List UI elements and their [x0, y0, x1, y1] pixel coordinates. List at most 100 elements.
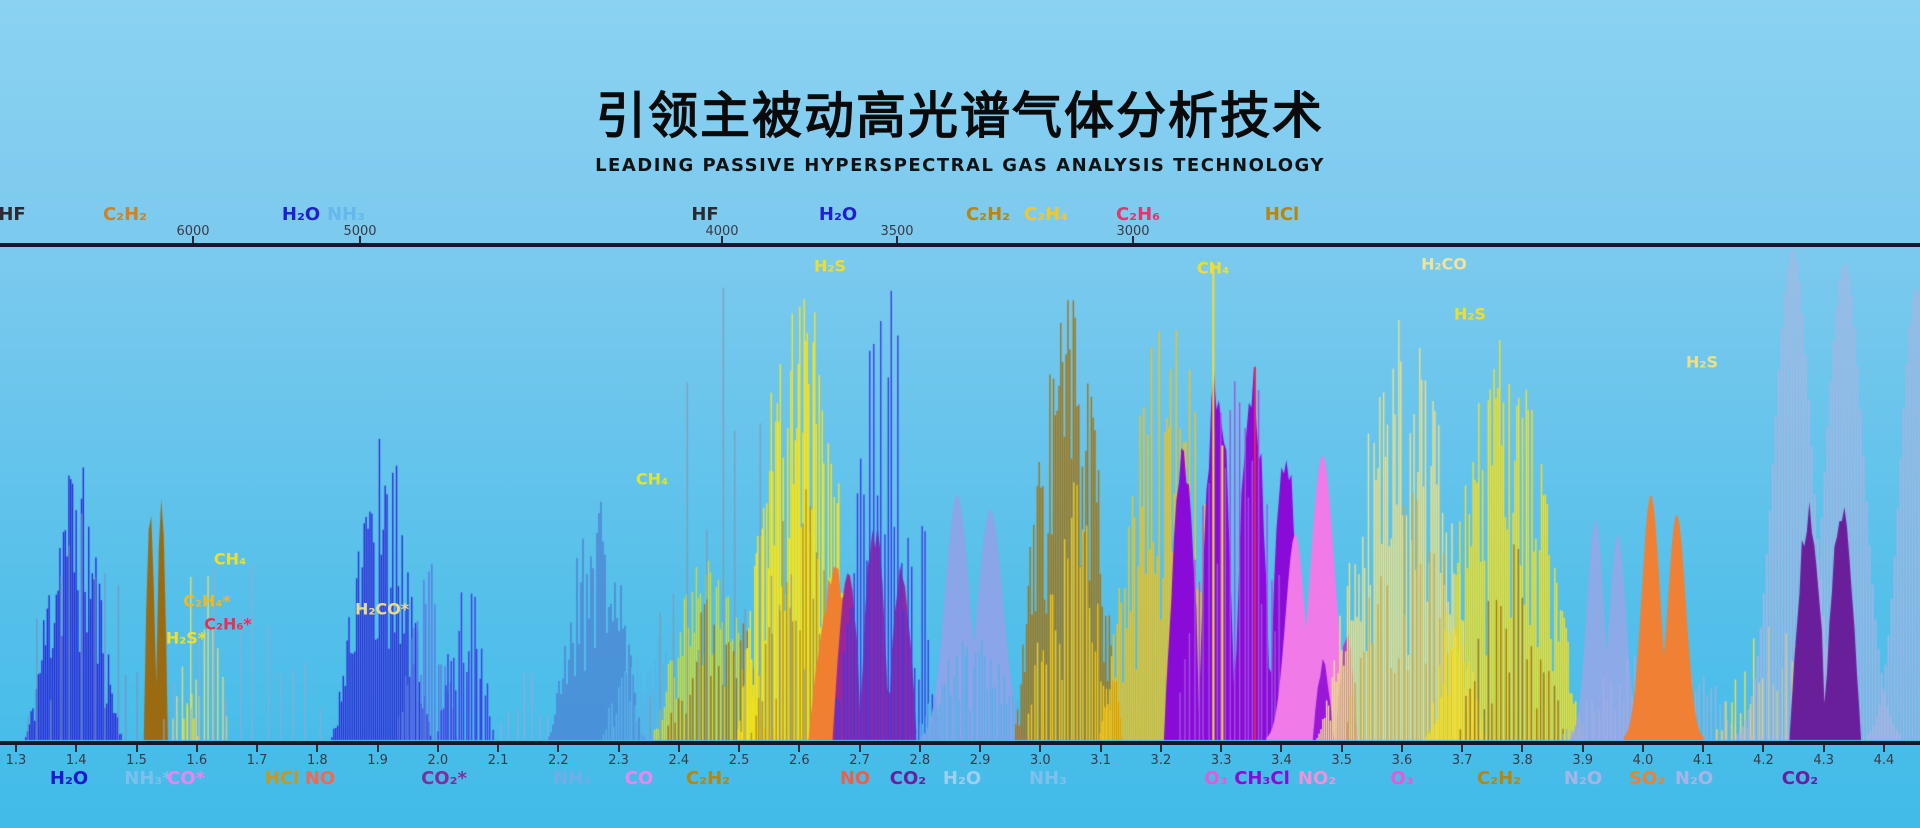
bottom-gas-label-nh3: NH₃ [1028, 768, 1068, 789]
top-gas-label-nh3: NH₃ [326, 204, 366, 225]
bottom-axis-tickmark [497, 745, 500, 752]
inline-gas-label-h2co: H₂CO* [354, 599, 410, 619]
bottom-axis-tickmark [376, 745, 379, 752]
bottom-gas-label-no2: NO₂ [1297, 768, 1337, 789]
bottom-axis-tick-label-2.2: 2.2 [547, 753, 569, 768]
bottom-gas-label-co: CO* [167, 768, 205, 789]
bottom-gas-label-so2: SO₂ [1628, 768, 1666, 789]
top-gas-label-c2h2: C₂H₂ [102, 204, 148, 225]
bottom-axis-tick-label-3.0: 3.0 [1030, 753, 1051, 768]
bottom-axis-tick-label-2.8: 2.8 [909, 753, 931, 768]
bottom-gas-label-c2h2: C₂H₂ [1476, 768, 1522, 789]
bottom-gas-label-hcl: HCl [264, 768, 300, 789]
bottom-axis-tickmark [1702, 745, 1705, 752]
page-subtitle: LEADING PASSIVE HYPERSPECTRAL GAS ANALYS… [595, 155, 1325, 176]
bottom-gas-label-co: CO [624, 768, 654, 789]
bottom-gas-label-c2h2: C₂H₂ [685, 768, 731, 789]
top-gas-label-c2h4: C₂H₄ [1023, 204, 1069, 225]
bottom-axis-tick-label-4.1: 4.1 [1692, 753, 1714, 768]
bottom-axis-tick-label-4.3: 4.3 [1813, 753, 1835, 768]
bottom-gas-label-nh3: NH₃ [552, 768, 592, 789]
top-axis-tickmark [896, 236, 898, 243]
top-gas-label-h2o: H₂O [281, 204, 321, 225]
bottom-axis-tickmark [135, 745, 138, 752]
bottom-axis-tickmark [1521, 745, 1524, 752]
bottom-gas-label-h2o: H₂O [49, 768, 89, 789]
top-axis-line [0, 243, 1920, 247]
bottom-axis-tickmark [1039, 745, 1042, 752]
bottom-axis-tick-label-1.5: 1.5 [126, 753, 147, 768]
top-gas-label-c2h6: C₂H₆ [1115, 204, 1161, 225]
bottom-axis-tick-label-4.0: 4.0 [1632, 753, 1654, 768]
page-title: 引领主被动高光谱气体分析技术 [596, 87, 1324, 145]
bottom-axis-tick-label-2.3: 2.3 [608, 753, 629, 768]
bottom-axis-tickmark [1461, 745, 1464, 752]
bottom-axis-tickmark [1882, 745, 1885, 752]
inline-gas-label-ch4: CH₄ [1196, 258, 1230, 278]
bottom-gas-label-h2o: H₂O [942, 768, 982, 789]
bottom-axis-tickmark [918, 745, 921, 752]
top-axis-tickmark [192, 236, 194, 243]
bottom-axis-tick-label-4.4: 4.4 [1873, 753, 1895, 768]
bottom-axis-tickmark [979, 745, 982, 752]
bottom-axis-tickmark [1340, 745, 1343, 752]
inline-gas-label-h2co: H₂CO [1421, 254, 1467, 274]
bottom-axis-tickmark [1822, 745, 1825, 752]
top-gas-label-hf: HF [0, 204, 26, 225]
top-gas-label-h2o: H₂O [818, 204, 858, 225]
inline-gas-label-h2s: H₂S* [165, 628, 207, 648]
inline-gas-label-h2s: H₂S [1686, 352, 1718, 372]
bottom-gas-label-o3: O₃ [1390, 768, 1414, 789]
bottom-axis-tick-label-3.8: 3.8 [1512, 753, 1533, 768]
bottom-axis-tick-label-3.3: 3.3 [1210, 753, 1232, 768]
bottom-axis-tickmark [798, 745, 801, 752]
bottom-axis-tickmark [1641, 745, 1644, 752]
bottom-axis-tick-label-2.9: 2.9 [969, 753, 991, 768]
bottom-axis-tickmark [1099, 745, 1102, 752]
bottom-axis-tickmark [1762, 745, 1765, 752]
inline-gas-label-c2h6: C₂H₆* [204, 614, 252, 634]
bottom-axis-tickmark [1220, 745, 1223, 752]
bottom-gas-label-n2o: N₂O [1563, 768, 1603, 789]
bottom-axis-tick-label-4.2: 4.2 [1753, 753, 1774, 768]
bottom-axis-tick-label-2.1: 2.1 [487, 753, 509, 768]
bottom-axis-line [0, 741, 1920, 745]
bottom-gas-label-co2: CO₂ [1781, 768, 1819, 789]
bottom-axis-tickmark [617, 745, 620, 752]
bottom-gas-label-nh3: NH₃* [124, 768, 172, 789]
bottom-gas-label-co2: CO₂ [889, 768, 927, 789]
top-gas-label-hf: HF [691, 204, 719, 225]
top-axis-tick-label-3000: 3000 [1116, 224, 1150, 239]
bottom-axis-tickmark [436, 745, 439, 752]
bottom-axis-tick-label-2.4: 2.4 [668, 753, 690, 768]
bottom-axis-tickmark [256, 745, 259, 752]
top-axis-tickmark [1132, 236, 1134, 243]
inline-gas-label-h2s: H₂S [814, 256, 846, 276]
bottom-axis-tick-label-2.6: 2.6 [789, 753, 810, 768]
top-axis-tickmark [359, 236, 361, 243]
bottom-axis-tickmark [1581, 745, 1584, 752]
bottom-gas-label-n2o: N₂O [1674, 768, 1714, 789]
bottom-gas-label-no: NO [839, 768, 871, 789]
bottom-axis-tick-label-3.1: 3.1 [1090, 753, 1111, 768]
bottom-axis-tickmark [1159, 745, 1162, 752]
inline-gas-label-h2s: H₂S [1454, 304, 1486, 324]
top-gas-label-c2h2: C₂H₂ [965, 204, 1011, 225]
bottom-axis-tick-label-1.4: 1.4 [65, 753, 87, 768]
bottom-axis-tickmark [738, 745, 741, 752]
bottom-gas-label-no: NO [304, 768, 336, 789]
bottom-axis-tick-label-2.5: 2.5 [728, 753, 750, 768]
bottom-axis-tick-label-3.9: 3.9 [1572, 753, 1594, 768]
bottom-axis-tickmark [1280, 745, 1283, 752]
bottom-axis-tick-label-3.6: 3.6 [1391, 753, 1413, 768]
bottom-axis-tick-label-1.9: 1.9 [367, 753, 388, 768]
bottom-axis-tickmark [858, 745, 861, 752]
inline-gas-label-c2h4: C₂H₄* [183, 591, 231, 611]
top-axis-tick-label-4000: 4000 [705, 224, 739, 239]
inline-gas-label-ch4: CH₄ [213, 549, 247, 569]
bottom-axis-tickmark [1400, 745, 1403, 752]
bottom-gas-label-o3: O₃ [1204, 768, 1228, 789]
bottom-gas-label-co2: CO₂* [421, 768, 467, 789]
